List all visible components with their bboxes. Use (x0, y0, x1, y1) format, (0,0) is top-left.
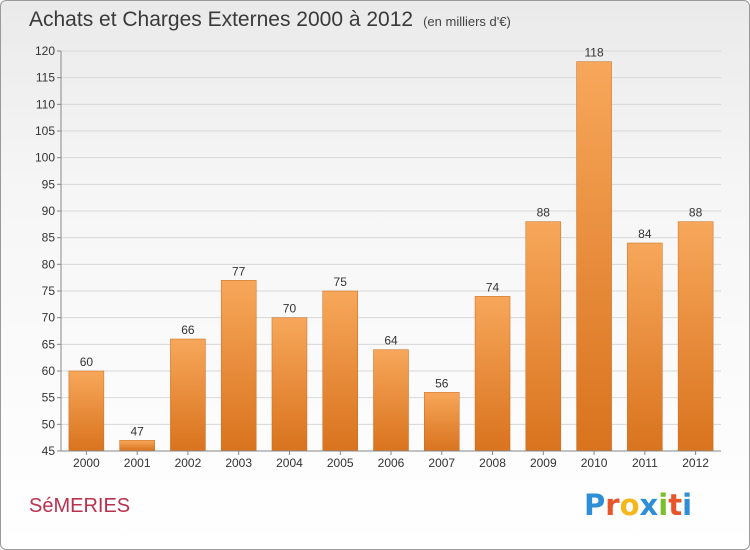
y-tick-label: 55 (42, 391, 56, 405)
data-label-2005: 75 (334, 275, 348, 289)
x-tick-label-2000: 2000 (73, 456, 100, 470)
y-tick-label: 95 (42, 177, 56, 191)
logo-letter: o (619, 488, 640, 522)
bar-2003 (220, 280, 257, 452)
bar-2012 (677, 221, 714, 452)
bar-2009 (525, 221, 562, 452)
bar-2008 (474, 296, 511, 452)
bar-2007 (424, 392, 460, 452)
bar-2002 (170, 338, 206, 452)
commune-name: SéMERIES (29, 495, 131, 517)
data-label-2008: 74 (486, 280, 500, 294)
y-tick-label: 60 (42, 364, 56, 378)
x-tick-label-2006: 2006 (378, 456, 405, 470)
x-tick-label-2011: 2011 (632, 456, 658, 470)
logo-letter: t (668, 488, 683, 522)
y-tick-label: 85 (42, 231, 56, 245)
data-label-2000: 60 (80, 355, 94, 369)
bar-2010 (576, 61, 612, 452)
proxiti-logo[interactable]: Proxiti (584, 488, 692, 522)
bar-2001 (119, 440, 155, 452)
data-label-2006: 64 (384, 334, 398, 348)
x-tick-label-2001: 2001 (124, 456, 151, 470)
y-tick-label: 115 (36, 71, 55, 85)
logo-letter: i (658, 488, 669, 522)
x-tick-label-2010: 2010 (581, 456, 608, 470)
y-tick-label: 45 (42, 444, 56, 458)
y-tick-label: 100 (35, 151, 55, 165)
logo-letter: i (682, 488, 693, 522)
title-text: Achats et Charges Externes 2000 à 2012 (29, 8, 414, 31)
logo-letter: r (605, 488, 620, 522)
y-tick-label: 105 (35, 124, 55, 138)
y-tick-label: 110 (36, 97, 55, 111)
x-tick-label-2012: 2012 (682, 456, 709, 470)
data-label-2007: 56 (435, 376, 449, 390)
y-tick-label: 50 (42, 417, 56, 431)
bars (68, 61, 714, 452)
x-tick-label-2009: 2009 (530, 456, 557, 470)
data-label-2009: 88 (537, 206, 551, 220)
chart-title: Achats et Charges Externes 2000 à 2012 (e… (29, 8, 511, 32)
x-tick-label-2004: 2004 (276, 456, 303, 470)
data-label-2012: 88 (689, 206, 703, 220)
x-tick-label-2008: 2008 (479, 456, 506, 470)
data-label-2002: 66 (181, 323, 195, 337)
chart-subtitle: (en milliers d'€) (423, 14, 511, 29)
bar-2005 (322, 290, 358, 452)
bar-2000 (68, 370, 105, 452)
y-tick-label: 90 (42, 204, 56, 218)
data-label-2011: 84 (638, 227, 652, 241)
bar-2004 (271, 317, 308, 452)
data-label-2003: 77 (232, 264, 246, 278)
x-tick-label-2005: 2005 (327, 456, 354, 470)
y-tick-label: 80 (42, 257, 56, 271)
y-tick-label: 65 (42, 337, 56, 351)
x-tick-label-2002: 2002 (175, 456, 202, 470)
logo-letter: P (584, 488, 606, 522)
data-label-2010: 118 (585, 46, 604, 60)
data-label-2004: 70 (283, 302, 297, 316)
logo-letter: x (639, 488, 659, 522)
y-tick-label: 70 (42, 311, 56, 325)
x-axis: 2000 2001 2002 2003 2004 2005 2006 2007 2008 2009… (61, 450, 721, 470)
bar-2006 (373, 349, 409, 452)
x-tick-label-2003: 2003 (225, 456, 252, 470)
bar-2011 (627, 242, 663, 452)
y-tick-label: 120 (35, 44, 55, 58)
x-tick-label-2007: 2007 (428, 456, 455, 470)
y-axis: 45 50 55 60 65 70 75 80 85 90 95 100 105 110 115 120 (35, 44, 62, 458)
data-label-2001: 47 (130, 424, 144, 438)
y-tick-label: 75 (42, 284, 56, 298)
data-labels: 60 47 66 77 70 75 64 56 74 88 118 84 88 (80, 46, 703, 439)
